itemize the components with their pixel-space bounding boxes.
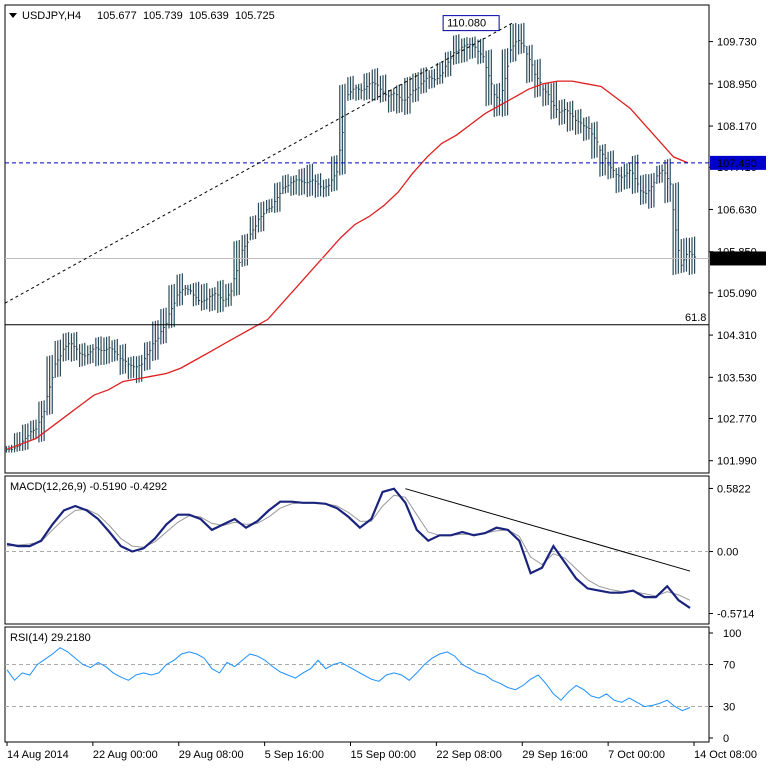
- xtick-label: 15 Sep 00:00: [351, 749, 416, 761]
- rsi-ytick-label: 30: [723, 702, 735, 714]
- price-title: USDJPY,H4: [22, 10, 81, 22]
- ohlc-low: 105.639: [189, 10, 229, 22]
- macd-ytick-label: 0.5822: [717, 483, 751, 495]
- xtick-label: 29 Sep 16:00: [522, 749, 587, 761]
- moving-average-line: [6, 80, 689, 450]
- rsi-ytick-label: 100: [723, 628, 741, 640]
- price-tag-label: 105.725: [717, 253, 757, 265]
- ohlc-open: 105.677: [97, 10, 137, 22]
- price-tag-label: 107.490: [717, 158, 757, 170]
- macd-ytick-label: 0.00: [717, 547, 738, 559]
- macd-panel-frame: [4, 475, 710, 625]
- price-ytick-label: 104.310: [717, 330, 757, 342]
- macd-signal-line: [6, 494, 691, 601]
- price-ytick-label: 108.170: [717, 121, 757, 133]
- price-ytick-label: 105.090: [717, 288, 757, 300]
- price-panel-frame: [4, 4, 710, 474]
- rsi-title: RSI(14) 29.2180: [10, 632, 91, 644]
- xtick-label: 14 Aug 2014: [7, 749, 69, 761]
- xtick-label: 22 Aug 00:00: [93, 749, 158, 761]
- ohlc-close: 105.725: [235, 10, 275, 22]
- xtick-label: 22 Sep 08:00: [436, 749, 501, 761]
- xtick-label: 5 Sep 16:00: [265, 749, 324, 761]
- high-annotation-label: 110.080: [447, 18, 486, 30]
- rsi-panel-frame: [4, 626, 710, 743]
- fibo-label: 61.8: [685, 312, 706, 324]
- xtick-label: 14 Oct 08:00: [694, 749, 757, 761]
- price-tag-bg: [710, 155, 766, 170]
- macd-trendline: [405, 488, 691, 572]
- macd-title: MACD(12,26,9) -0.5190 -0.4292: [10, 481, 167, 493]
- price-ytick-label: 102.770: [717, 413, 757, 425]
- chart-menu-triangle-icon[interactable]: [9, 13, 17, 18]
- price-ytick-label: 108.950: [717, 79, 757, 91]
- price-ytick-label: 109.730: [717, 37, 757, 49]
- rsi-ytick-label: 70: [723, 660, 735, 672]
- xtick-label: 7 Oct 00:00: [608, 749, 665, 761]
- price-ytick-label: 106.630: [717, 204, 757, 216]
- channel-trendline: [4, 22, 514, 304]
- xtick-label: 29 Aug 08:00: [179, 749, 244, 761]
- high-annotation-box: [442, 15, 500, 32]
- rsi-ytick-label: 0: [723, 733, 729, 745]
- rsi-line: [6, 647, 691, 712]
- macd-main-line: [6, 487, 691, 609]
- price-tag-bg: [710, 251, 766, 266]
- price-ytick-label: 103.530: [717, 372, 757, 384]
- macd-ytick-label: -0.5714: [717, 608, 754, 620]
- ohlc-high: 105.739: [143, 10, 183, 22]
- price-ytick-label: 101.990: [717, 456, 757, 468]
